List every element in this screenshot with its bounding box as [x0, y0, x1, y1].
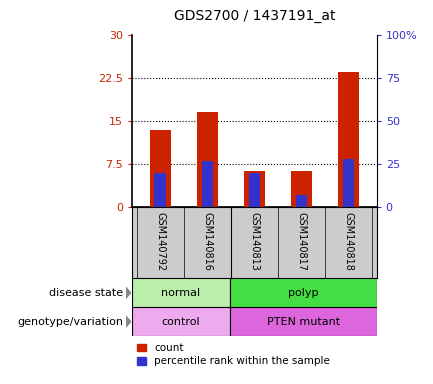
- Bar: [244, 171, 265, 207]
- Text: GSM140816: GSM140816: [202, 212, 212, 271]
- Bar: [230, 307, 377, 336]
- Polygon shape: [126, 316, 131, 327]
- Bar: [249, 173, 260, 207]
- Polygon shape: [126, 287, 131, 299]
- Text: genotype/variation: genotype/variation: [17, 316, 123, 327]
- Text: GSM140817: GSM140817: [297, 212, 307, 271]
- Text: disease state: disease state: [49, 288, 123, 298]
- Text: GDS2700 / 1437191_at: GDS2700 / 1437191_at: [174, 9, 335, 23]
- Bar: [338, 72, 359, 207]
- Bar: [343, 159, 354, 207]
- Bar: [155, 173, 166, 207]
- Bar: [197, 113, 218, 207]
- Text: polyp: polyp: [288, 288, 319, 298]
- Text: GSM140813: GSM140813: [249, 212, 259, 271]
- Bar: [150, 130, 171, 207]
- Bar: [201, 161, 213, 207]
- Text: GSM140792: GSM140792: [155, 212, 165, 271]
- Bar: [296, 195, 307, 207]
- Text: normal: normal: [162, 288, 200, 298]
- Bar: [132, 278, 230, 307]
- Bar: [230, 278, 377, 307]
- Text: PTEN mutant: PTEN mutant: [267, 316, 340, 327]
- Text: control: control: [162, 316, 200, 327]
- Text: GSM140818: GSM140818: [343, 212, 353, 271]
- Bar: [132, 307, 230, 336]
- Bar: [291, 171, 312, 207]
- Legend: count, percentile rank within the sample: count, percentile rank within the sample: [137, 343, 330, 366]
